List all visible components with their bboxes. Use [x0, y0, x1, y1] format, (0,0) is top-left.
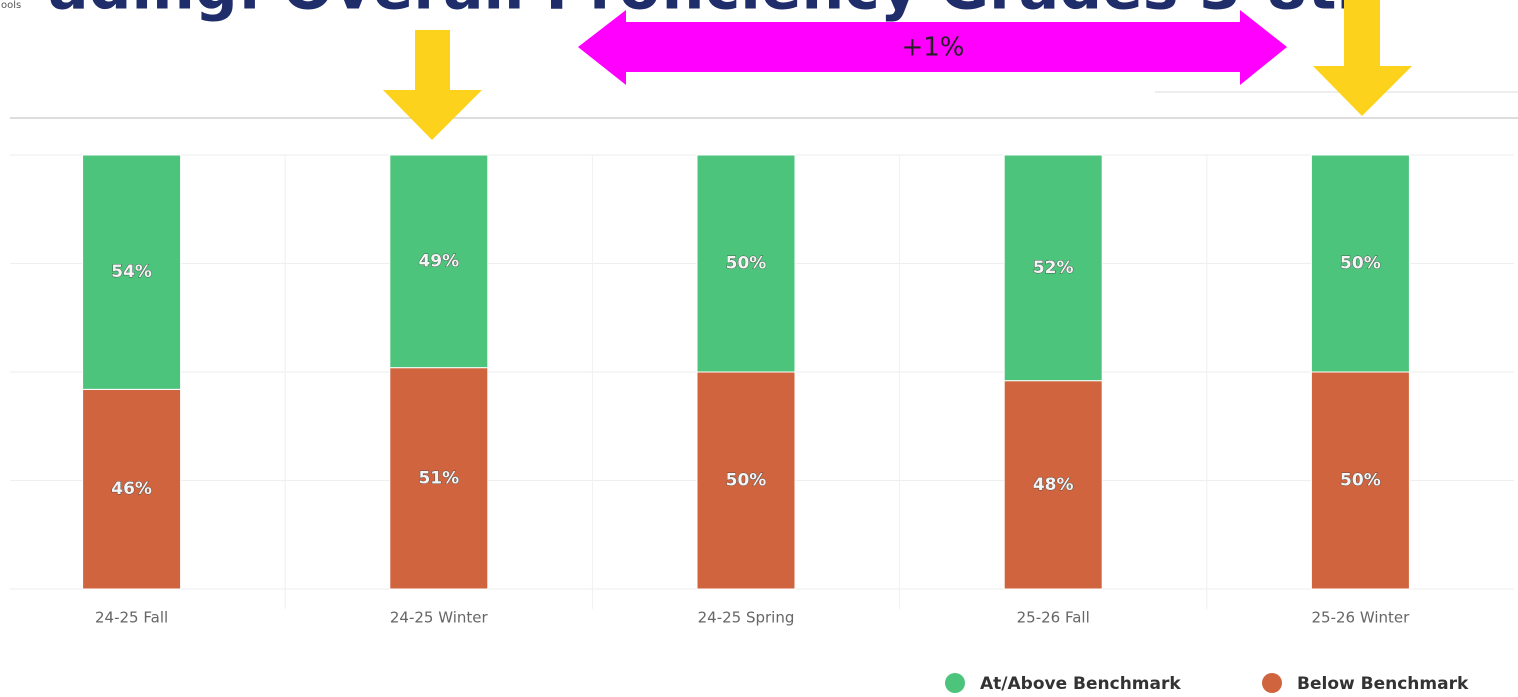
data-label: 50% [726, 471, 767, 491]
data-label: 46% [111, 479, 152, 499]
data-label: 50% [1340, 254, 1381, 274]
bar-segment [1003, 380, 1103, 590]
x-tick-label: 24-25 Spring [698, 609, 795, 627]
double-arrow [578, 10, 1287, 85]
bar-segment [1310, 371, 1410, 590]
bar-segment [82, 154, 182, 390]
arrow-label: +1% [901, 33, 964, 63]
legend-label: Below Benchmark [1297, 674, 1469, 694]
legend-label: At/Above Benchmark [980, 674, 1181, 694]
data-label: 48% [1033, 475, 1074, 495]
data-label: 49% [418, 251, 459, 271]
down-arrow [1313, 0, 1412, 116]
chart-title: ading: Overall Proficiency Grades 3-8th [48, 0, 1379, 24]
data-label: 50% [726, 254, 767, 274]
data-label: 54% [111, 262, 152, 282]
legend-swatch [945, 673, 965, 693]
data-label: 50% [1340, 471, 1381, 491]
bar-segment [696, 371, 796, 590]
bar-segment [1310, 154, 1410, 373]
data-label: 52% [1033, 258, 1074, 278]
corner-text: ools [1, 0, 21, 11]
data-label: 51% [418, 468, 459, 488]
bar-segment [1003, 154, 1103, 382]
legend-swatch [1262, 673, 1282, 693]
x-tick-label: 25-26 Fall [1017, 609, 1090, 627]
x-tick-label: 25-26 Winter [1311, 609, 1410, 627]
bar-segment [696, 154, 796, 373]
down-arrow [383, 30, 482, 140]
bar-segment [389, 154, 489, 369]
x-tick-label: 24-25 Fall [95, 609, 168, 627]
x-tick-label: 24-25 Winter [390, 609, 489, 627]
